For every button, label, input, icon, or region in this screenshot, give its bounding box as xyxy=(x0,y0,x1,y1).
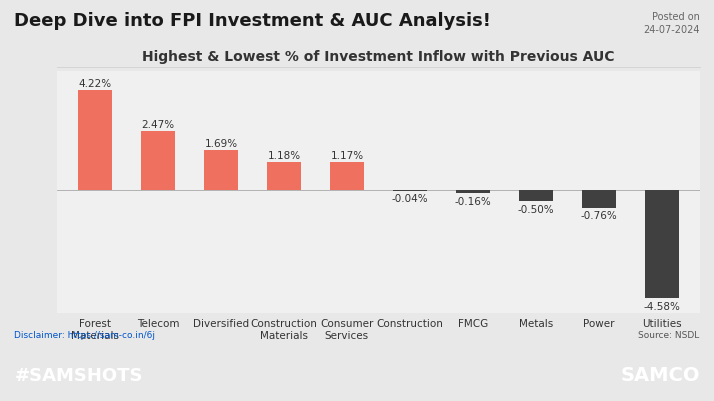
Text: 1.17%: 1.17% xyxy=(331,151,363,161)
Text: -0.50%: -0.50% xyxy=(518,205,554,215)
Text: -0.76%: -0.76% xyxy=(580,211,618,221)
Text: 4.22%: 4.22% xyxy=(79,79,111,89)
Bar xyxy=(266,162,301,190)
Text: SAMCO: SAMCO xyxy=(620,365,700,385)
Bar xyxy=(330,162,364,190)
Text: -0.16%: -0.16% xyxy=(455,197,491,207)
Text: 2.47%: 2.47% xyxy=(141,120,174,130)
Text: 1.69%: 1.69% xyxy=(204,138,238,148)
Bar xyxy=(582,190,616,208)
Bar xyxy=(456,190,491,194)
Text: Posted on
24-07-2024: Posted on 24-07-2024 xyxy=(643,12,700,35)
Text: -4.58%: -4.58% xyxy=(643,301,680,311)
Text: Disclaimer: https://sam-co.in/6j: Disclaimer: https://sam-co.in/6j xyxy=(14,330,155,339)
Bar xyxy=(203,150,238,190)
Text: #SAMSHOTS: #SAMSHOTS xyxy=(14,366,143,384)
Text: Source: NSDL: Source: NSDL xyxy=(638,330,700,339)
Bar xyxy=(78,91,112,190)
Bar xyxy=(645,190,679,298)
Bar xyxy=(518,190,553,202)
Bar xyxy=(393,190,427,191)
Text: Deep Dive into FPI Investment & AUC Analysis!: Deep Dive into FPI Investment & AUC Anal… xyxy=(14,12,491,30)
Text: -0.04%: -0.04% xyxy=(391,194,428,204)
Text: 1.18%: 1.18% xyxy=(267,150,301,160)
Bar xyxy=(141,132,175,190)
Title: Highest & Lowest % of Investment Inflow with Previous AUC: Highest & Lowest % of Investment Inflow … xyxy=(142,50,615,64)
